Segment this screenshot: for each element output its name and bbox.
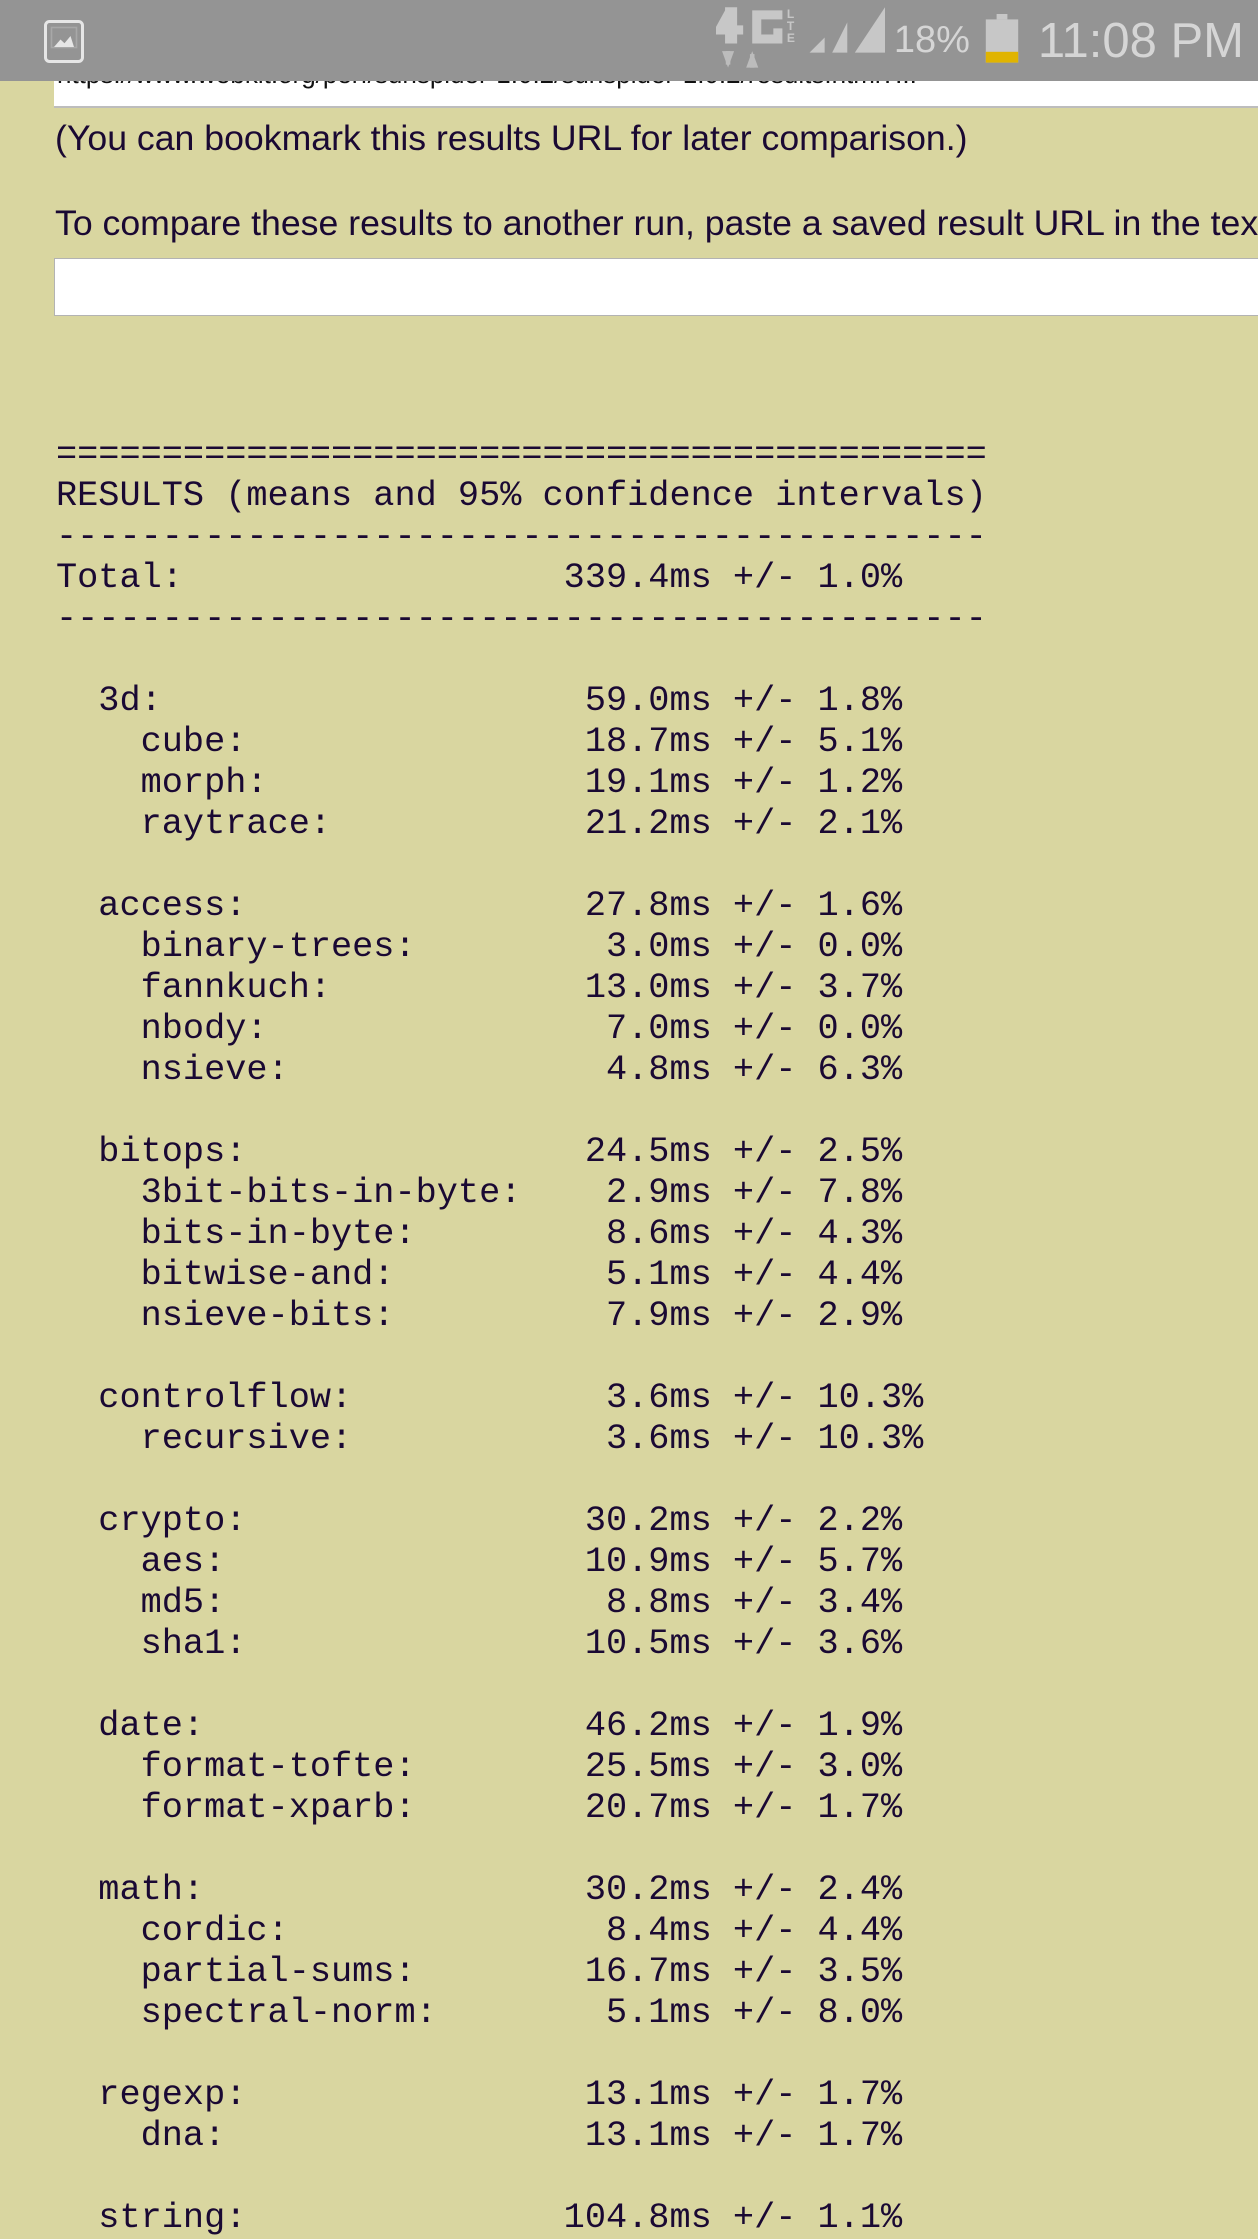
- svg-text:E: E: [787, 31, 795, 45]
